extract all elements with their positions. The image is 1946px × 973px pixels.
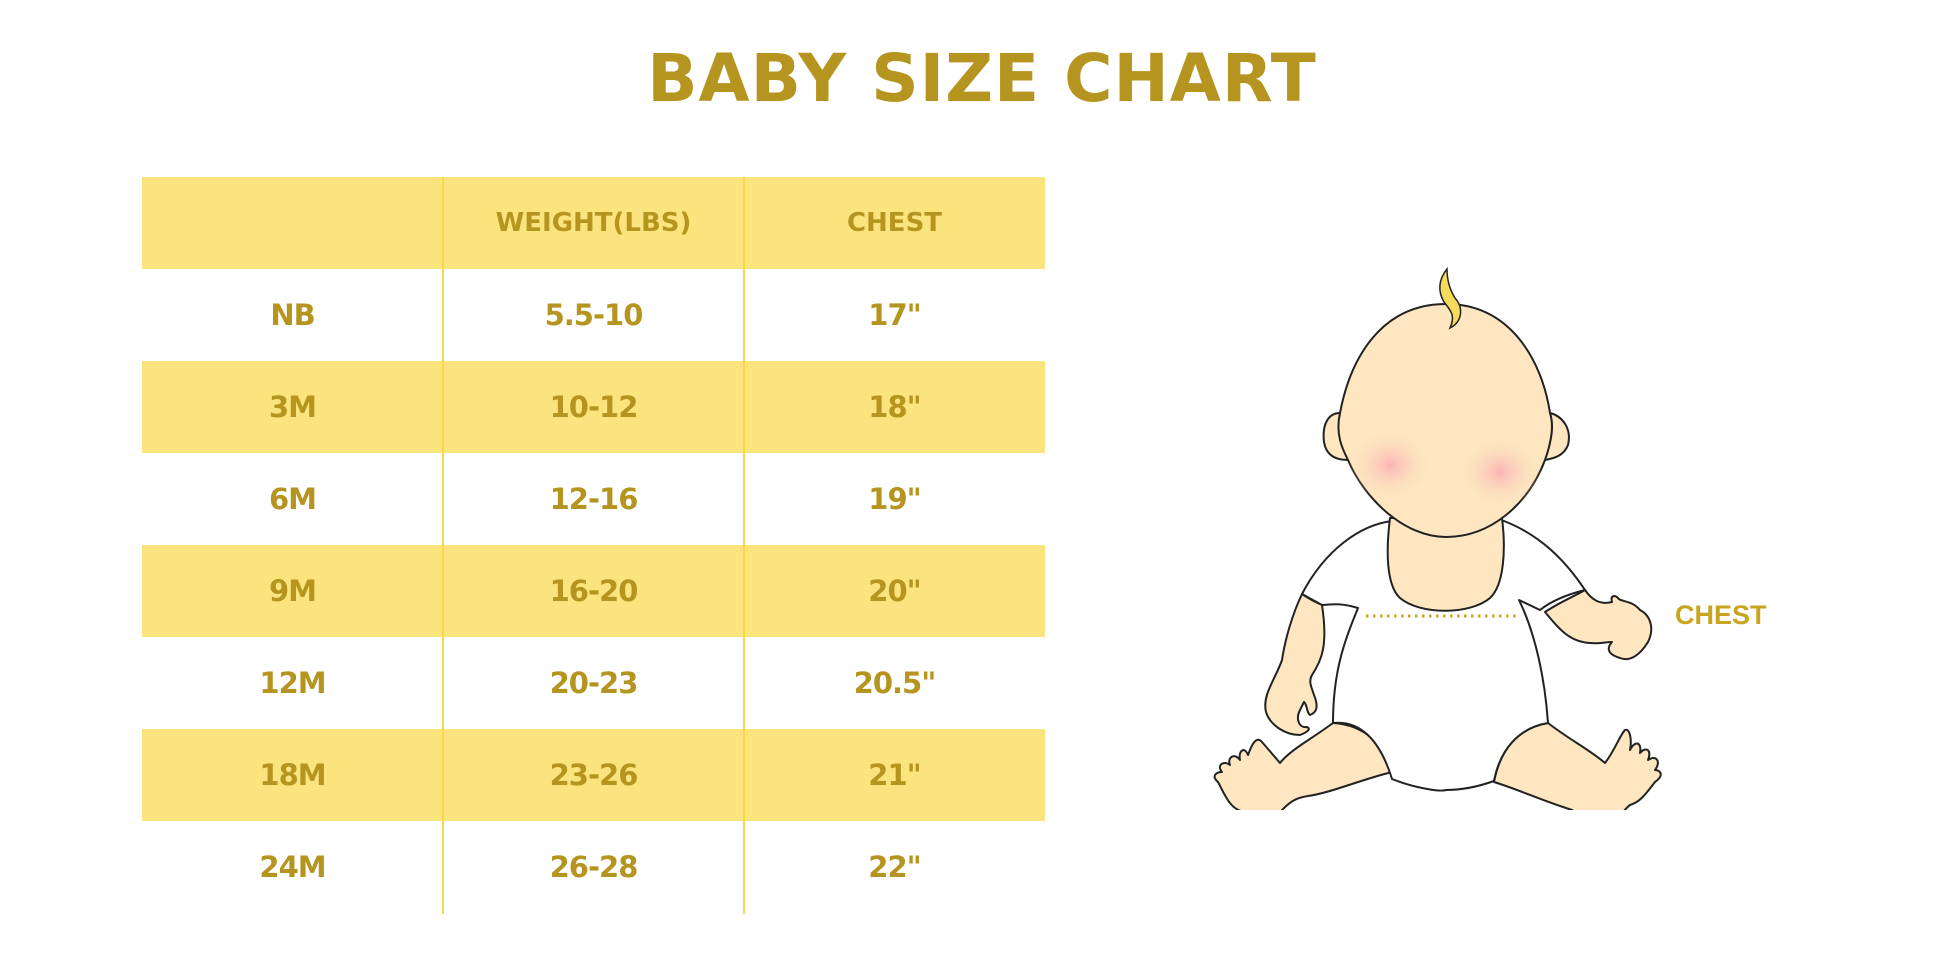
size-cell: NB xyxy=(270,298,315,332)
table-row: 9M 16-20 20" xyxy=(142,545,1045,637)
neck xyxy=(1386,517,1505,612)
size-cell: 9M xyxy=(268,574,317,608)
left-cheek xyxy=(1348,429,1432,501)
weight-cell: 5.5-10 xyxy=(544,298,644,332)
header-cell: WEIGHT(LBS) xyxy=(495,208,692,238)
baby-illustration: CHEST xyxy=(1213,266,1767,810)
weight-cell: 26-28 xyxy=(549,850,639,884)
chest-cell: 20" xyxy=(868,574,921,608)
hair-curl xyxy=(1439,266,1462,330)
chest-cell: 19" xyxy=(868,482,921,516)
left-arm xyxy=(1264,593,1326,736)
weight-cell: 10-12 xyxy=(549,390,639,424)
size-cell: 6M xyxy=(268,482,317,516)
table-row: 3M 10-12 18" xyxy=(142,361,1045,453)
weight-cell: 16-20 xyxy=(549,574,639,608)
page-title: BABY SIZE CHART xyxy=(647,40,1317,117)
table-row: 6M 12-16 19" xyxy=(142,453,1045,545)
weight-cell: 20-23 xyxy=(549,666,639,700)
size-cell: 18M xyxy=(259,758,326,792)
onesie xyxy=(1301,520,1586,792)
right-cheek xyxy=(1458,436,1542,508)
header-cell: CHEST xyxy=(846,208,943,238)
right-leg xyxy=(1493,722,1662,810)
table-header-row: WEIGHT(LBS) CHEST xyxy=(142,177,1045,269)
table-row: 24M 26-28 22" xyxy=(142,821,1045,913)
table-row: NB 5.5-10 17" xyxy=(142,269,1045,361)
right-arm xyxy=(1544,589,1653,661)
left-leg xyxy=(1213,722,1393,810)
chest-cell: 22" xyxy=(868,850,921,884)
weight-cell: 23-26 xyxy=(549,758,639,792)
chest-cell: 17" xyxy=(868,298,921,332)
column-divider xyxy=(442,177,444,914)
size-cell: 3M xyxy=(268,390,317,424)
table-row: 18M 23-26 21" xyxy=(142,729,1045,821)
size-cell: 24M xyxy=(259,850,326,884)
chest-cell: 21" xyxy=(868,758,921,792)
header-cell xyxy=(142,177,443,269)
size-table: WEIGHT(LBS) CHEST NB 5.5-10 17" 3M 10-12 18" 6… xyxy=(142,177,1045,913)
table-row: 12M 20-23 20.5" xyxy=(142,637,1045,729)
weight-cell: 12-16 xyxy=(549,482,639,516)
column-divider xyxy=(743,177,745,914)
chest-cell: 20.5" xyxy=(853,666,937,700)
size-cell: 12M xyxy=(259,666,326,700)
chest-cell: 18" xyxy=(868,390,921,424)
chest-label: CHEST xyxy=(1675,600,1767,630)
